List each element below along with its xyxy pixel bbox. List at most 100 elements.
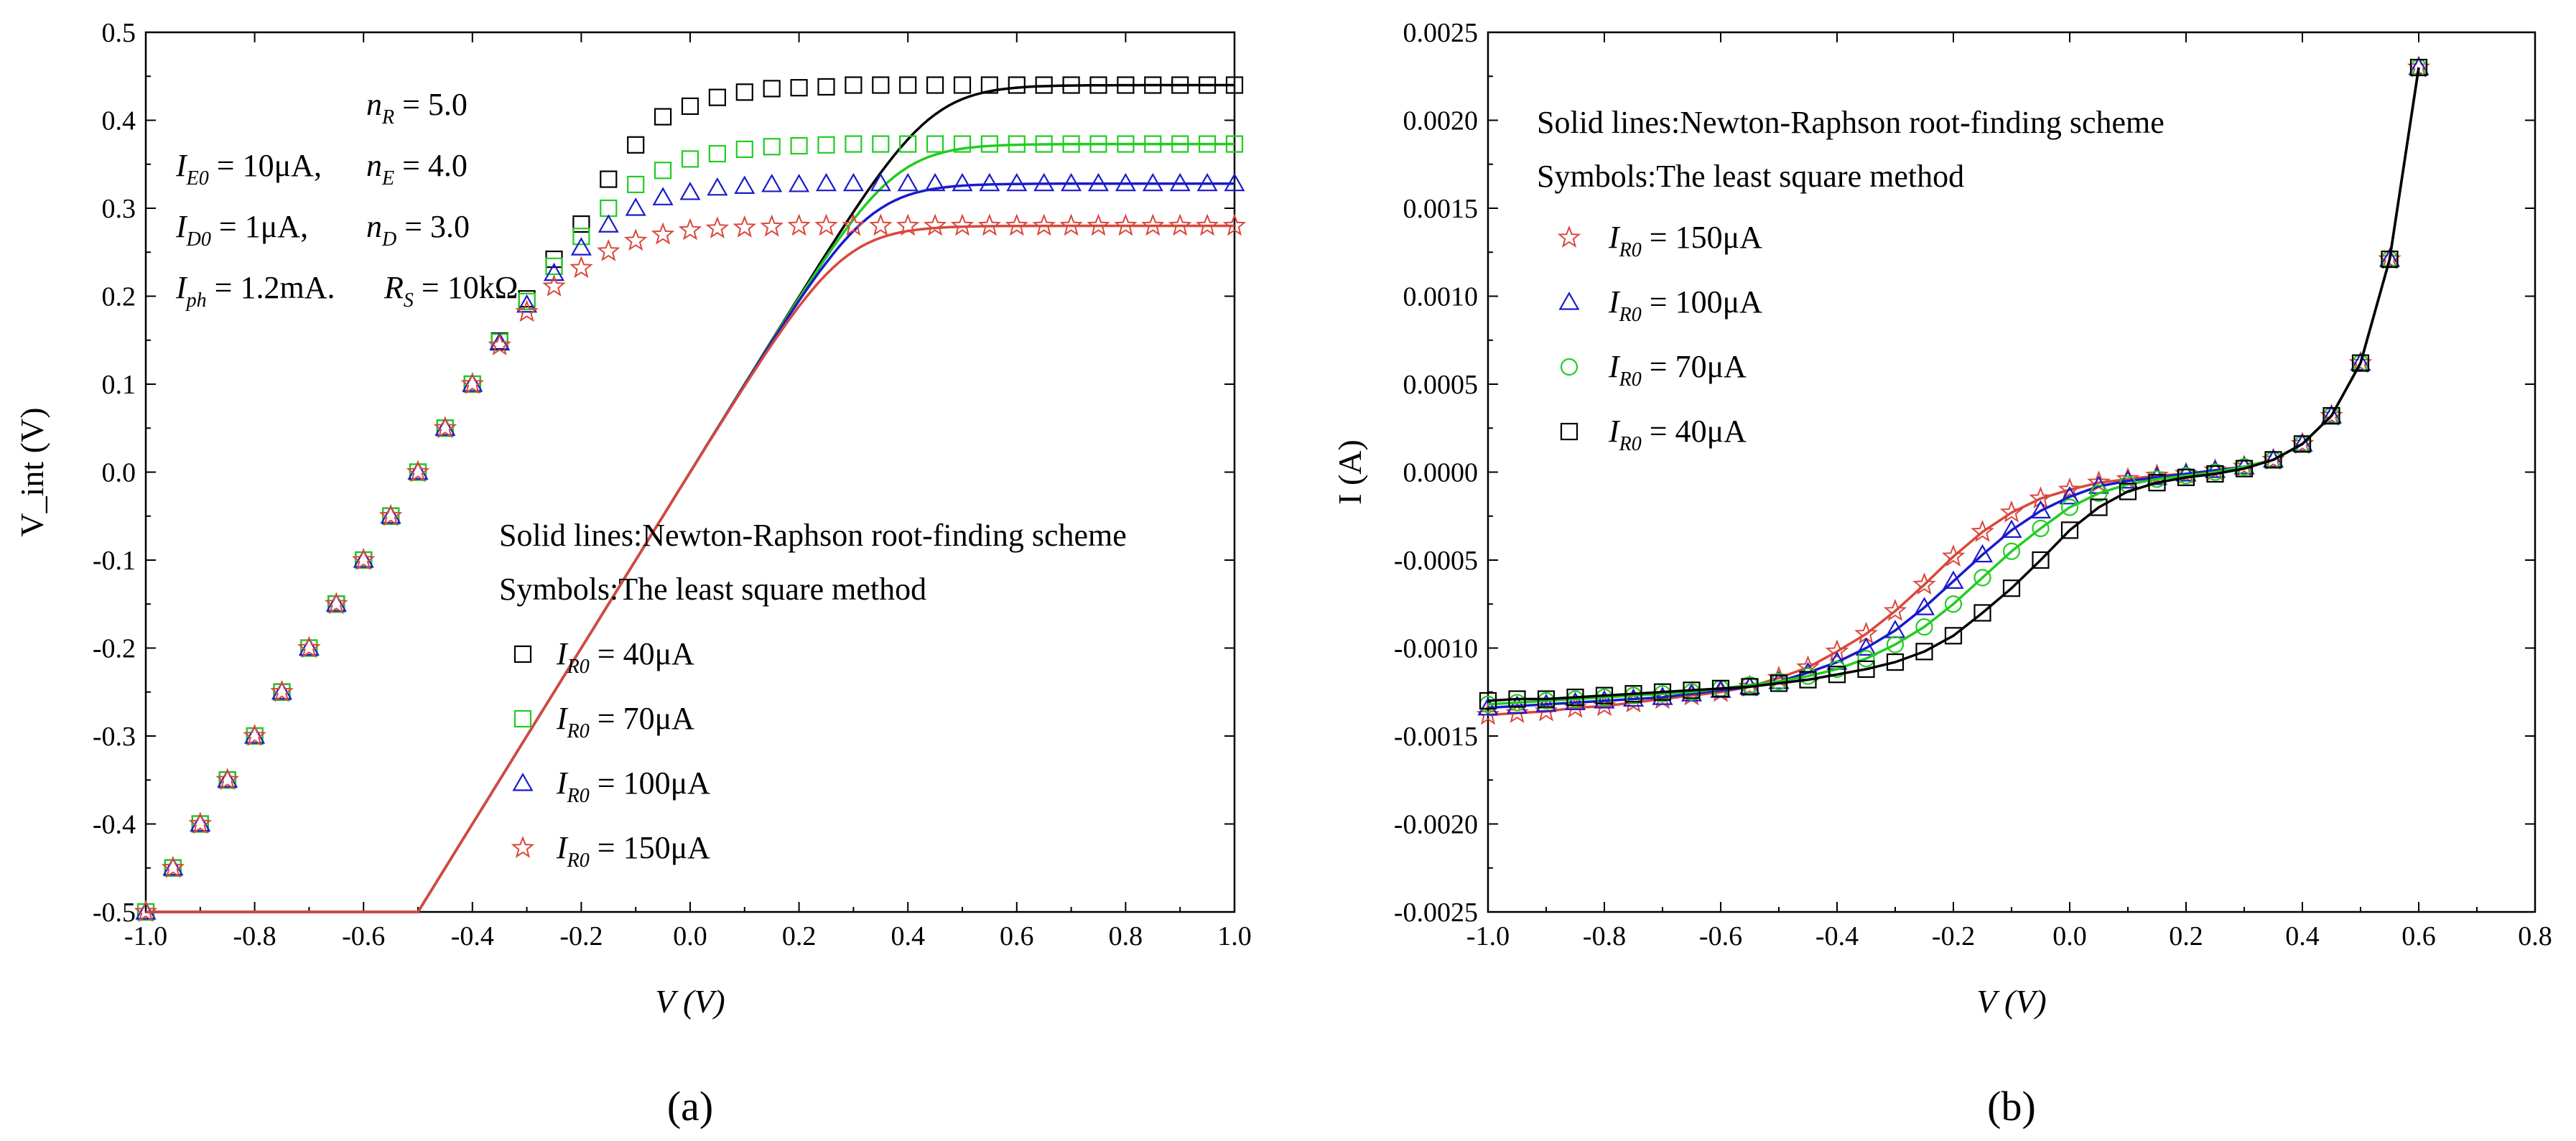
legend-label: IR0 = 40μA (556, 636, 694, 678)
legend-item: IR0 = 150μA (511, 830, 710, 872)
data-point (2379, 248, 2401, 267)
legend-marker (513, 709, 532, 728)
legend-marker (1558, 292, 1580, 310)
data-point (2001, 519, 2022, 538)
data-point (1912, 572, 1936, 595)
legend-label-subscript: R0 (567, 720, 590, 742)
param-n-R-symbol: n (366, 87, 382, 122)
x-tick-label: -0.6 (342, 921, 385, 951)
data-point (271, 681, 293, 700)
data-point (2032, 551, 2050, 569)
data-point (1886, 635, 1905, 653)
data-point (899, 76, 917, 94)
data-point (787, 213, 811, 236)
data-point (162, 857, 184, 876)
data-point (817, 136, 835, 154)
legend-label-symbol: I (556, 636, 569, 671)
series-3 (134, 213, 1247, 922)
y-tick-label: 0.1 (102, 370, 136, 400)
data-point (2292, 433, 2313, 452)
data-point (1943, 570, 1964, 589)
param-I-D0-symbol: I (175, 209, 188, 244)
data-point (923, 213, 947, 236)
param-R-S: RS = 10kΩ (383, 270, 518, 312)
data-point (1855, 637, 1877, 656)
data-point (1741, 678, 1759, 696)
x-tick-label: 0.0 (2052, 921, 2087, 951)
data-point (2059, 485, 2080, 505)
data-point (516, 294, 538, 313)
y-tick-label: 0.0015 (1403, 194, 1479, 224)
param-R-S-subscript: S (404, 289, 414, 312)
y-tick-label: 0.4 (102, 106, 136, 136)
data-point (1144, 76, 1162, 94)
data-point (1114, 213, 1138, 236)
data-point (733, 215, 757, 238)
data-point (1171, 135, 1189, 153)
data-point (600, 199, 618, 218)
legend-a: Solid lines:Newton-Raphson root-finding … (499, 518, 1127, 872)
data-point (980, 76, 999, 94)
y-tick-label: -0.0025 (1394, 898, 1478, 928)
legend-note-lines: Solid lines:Newton-Raphson root-finding … (499, 518, 1127, 553)
data-point (380, 505, 401, 524)
param-I-E0: IE0 = 10μA, (175, 148, 322, 190)
legend-label-symbol: I (1608, 284, 1621, 320)
data-point (1062, 76, 1080, 94)
data-point (1506, 695, 1528, 714)
data-point (760, 214, 784, 237)
legend-marker (512, 773, 534, 791)
param-I-ph-subscript: ph (185, 289, 207, 312)
data-point (1857, 650, 1875, 668)
data-point (1683, 681, 1701, 699)
data-point (1944, 627, 1963, 645)
y-tick-label: 0.5 (102, 18, 136, 48)
data-point (897, 172, 919, 192)
legend-note-symbols: Symbols:The least square method (499, 572, 926, 607)
data-point (569, 256, 593, 279)
data-point (572, 228, 590, 246)
data-point (1089, 135, 1107, 153)
data-point (1973, 569, 1991, 587)
legend-item: IR0 = 40μA (1560, 414, 1747, 455)
data-point (734, 175, 755, 194)
legend-label-symbol: I (1608, 414, 1621, 449)
data-point (1508, 690, 1526, 708)
data-point (1825, 639, 1849, 662)
data-point (953, 76, 972, 94)
data-point (1061, 172, 1082, 192)
panel-b: -1.0 -0.8 -0.6 -0.4 -0.2 0.0 0.2 0.4 0.6 0.8 -0.00… (1331, 18, 2552, 1130)
data-point (2381, 250, 2399, 269)
data-point (1944, 595, 1963, 613)
data-point (545, 257, 563, 275)
data-point (2032, 519, 2050, 538)
data-point (462, 373, 483, 392)
x-tick-label: -1.0 (1466, 921, 1510, 951)
data-point (543, 262, 565, 281)
data-point (980, 135, 999, 153)
data-point (625, 197, 646, 216)
data-point (1770, 674, 1788, 692)
data-point (1653, 683, 1672, 701)
param-n-E-symbol: n (366, 148, 382, 183)
y-tick-label: 0.0020 (1403, 106, 1479, 136)
data-point (518, 292, 536, 310)
data-point (406, 460, 430, 483)
y-axis-title: I (A) (1331, 439, 1368, 505)
data-point (1195, 213, 1219, 236)
legend-label-value: = 100μA (590, 765, 710, 801)
param-I-ph: Iph = 1.2mA. (175, 270, 335, 312)
data-point (763, 80, 781, 98)
data-point (1477, 697, 1499, 716)
data-point (325, 593, 347, 612)
data-point (243, 723, 266, 746)
data-point (1594, 690, 1615, 709)
data-point (1537, 690, 1556, 708)
data-point (515, 299, 539, 322)
data-point (1711, 679, 1730, 697)
legend-marker (513, 645, 532, 663)
param-R-S-value: = 10kΩ (414, 270, 519, 305)
data-point (1198, 76, 1217, 94)
data-point (845, 135, 862, 153)
x-tick-label: 0.4 (2285, 921, 2320, 951)
